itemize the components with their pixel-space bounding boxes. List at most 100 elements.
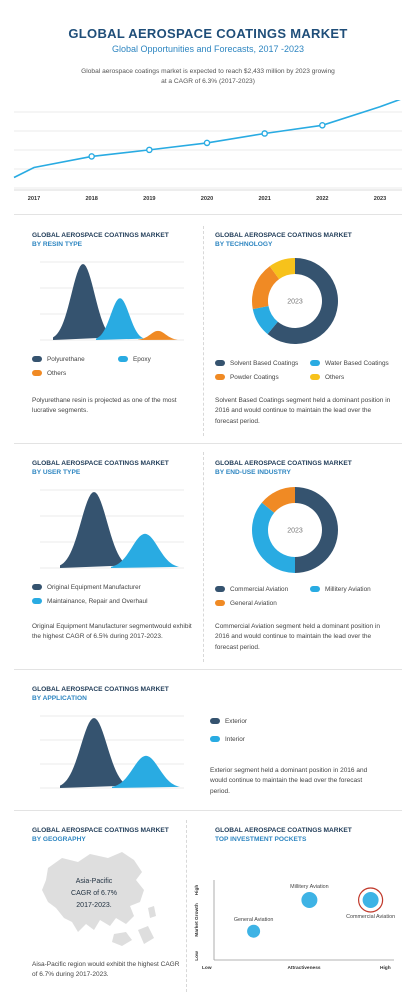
legend-swatch-interior [210, 736, 220, 743]
user-section-title: GLOBAL AEROSPACE COATINGS MARKET BY USER… [32, 460, 169, 478]
technology-donut-chart: 2023 [252, 258, 338, 344]
legend-item-commercial: Commercial Aviation [215, 586, 288, 593]
legend-label: Maintainance, Repair and Overhaul [47, 598, 148, 605]
legend-item-mro: Maintainance, Repair and Overhaul [32, 598, 148, 605]
legend-label: Exterior [225, 718, 248, 725]
x-tick-label: 2017 [28, 196, 40, 202]
legend-swatch-general [215, 600, 225, 607]
y-axis-title: Market Growth [194, 903, 200, 937]
legend-item-exterior: Exterior [210, 718, 247, 725]
legend-swatch-solvent-based [215, 360, 225, 367]
enduse-title: GLOBAL AEROSPACE COATINGS MARKET [215, 460, 352, 467]
x-tick-label: 2021 [258, 196, 270, 202]
legend-label: Epoxy [133, 356, 151, 363]
legend-label: Others [325, 374, 345, 381]
legend-item-powder: Powder Coatings [215, 374, 279, 381]
pockets-subtitle: TOP INVESTMENT POCKETS [215, 835, 307, 843]
enduse-donut-chart: 2023 [252, 487, 338, 573]
y-high-label: High [194, 885, 200, 896]
area-series-1 [60, 492, 128, 568]
application-area-chart [40, 715, 184, 789]
bubble-point [301, 892, 318, 908]
legend-swatch-epoxy [118, 356, 128, 363]
legend-label: Solvent Based Coatings [230, 360, 299, 367]
highlight-ring [358, 887, 384, 913]
map-cagr-label: CAGR of 6.7% [71, 890, 117, 897]
geography-note: Aisa-Pacific region would exhibit the hi… [32, 961, 180, 979]
technology-note: Solvent Based Coatings segment held a do… [215, 397, 391, 425]
geography-section-title: GLOBAL AEROSPACE COATINGS MARKET BY GEOG… [32, 827, 169, 845]
legend-item-polyurethane: Polyurethane [32, 356, 85, 363]
data-point [261, 130, 268, 137]
investment-pockets-scatter: High Low Market Growth Low Attractiveness Hig… [194, 880, 395, 971]
bubble-label: General Aviation [234, 917, 273, 923]
data-point [319, 121, 326, 129]
x-tick-label: 2023 [374, 196, 386, 202]
x-tick-label: 2018 [85, 196, 97, 202]
resin-subtitle: BY RESIN TYPE [32, 240, 83, 248]
divider [203, 226, 204, 436]
legend-swatch-exterior [210, 718, 220, 725]
legend-swatch-commercial [215, 586, 225, 593]
technology-title: GLOBAL AEROSPACE COATINGS MARKET [215, 232, 352, 239]
legend-label: Water Based Coatings [325, 360, 389, 367]
market-growth-line-chart: 2017 2018 2019 2020 2021 2022 2023 [13, 100, 402, 202]
divider [14, 443, 402, 444]
legend-item-others: Others [310, 374, 344, 381]
data-point [88, 153, 95, 160]
user-title: GLOBAL AEROSPACE COATINGS MARKET [32, 460, 169, 467]
legend-item-military: Millitery Aviation [310, 586, 371, 593]
map-landmass [42, 852, 144, 932]
divider [14, 669, 402, 670]
donut-slice-1 [267, 258, 338, 344]
legend-label: General Aviation [230, 600, 277, 607]
technology-subtitle: BY TECHNOLOGY [215, 240, 273, 248]
legend-item-water-based: Water Based Coatings [310, 360, 389, 367]
area-series-1 [60, 718, 128, 788]
user-type-area-chart [40, 489, 184, 569]
legend-label: Original Equipment Manufacturer [47, 584, 141, 591]
donut-slice-1 [295, 487, 338, 573]
pockets-section-title: GLOBAL AEROSPACE COATINGS MARKET TOP INV… [215, 827, 352, 845]
resin-section-title: GLOBAL AEROSPACE COATINGS MARKET BY RESI… [32, 232, 169, 250]
data-point [203, 139, 211, 147]
bubble-point [362, 892, 379, 908]
data-point [146, 146, 153, 154]
pockets-title: GLOBAL AEROSPACE COATINGS MARKET [215, 827, 352, 834]
legend-label: Polyurethane [47, 356, 85, 363]
enduse-note: Commercial Aviation segment held a domin… [215, 623, 380, 651]
x-tick-label: 2019 [143, 196, 155, 202]
x-low-label: Low [202, 965, 212, 971]
donut-slice-3 [252, 266, 280, 310]
legend-label: Millitery Aviation [325, 586, 371, 593]
legend-swatch-others [310, 374, 320, 381]
enduse-legend: Commercial Aviation Millitery Aviation G… [215, 586, 405, 614]
x-axis-title: Attractiveness [287, 965, 320, 971]
technology-legend: Solvent Based Coatings Water Based Coati… [215, 360, 405, 388]
divider [14, 810, 402, 811]
legend-item-solvent-based: Solvent Based Coatings [215, 360, 298, 367]
divider [203, 452, 204, 662]
area-series-3 [138, 330, 178, 340]
main-subtitle: Global Opportunities and Forecasts, 2017… [111, 44, 305, 54]
geography-title: GLOBAL AEROSPACE COATINGS MARKET [32, 827, 169, 834]
map-period-label: 2017-2023. [76, 902, 111, 909]
enduse-subtitle: BY END-USE INDUSTRY [215, 468, 291, 476]
x-tick-label: 2020 [201, 196, 213, 202]
application-legend: Exterior Interior [210, 718, 330, 748]
application-title: GLOBAL AEROSPACE COATINGS MARKET [32, 686, 169, 693]
legend-label: Interior [225, 736, 245, 743]
legend-label: Commercial Aviation [230, 586, 289, 593]
technology-section-title: GLOBAL AEROSPACE COATINGS MARKET BY TECH… [215, 232, 352, 250]
user-note: Original Equipment Manufacturer segmentw… [32, 623, 192, 641]
legend-item-general: General Aviation [215, 600, 277, 607]
resin-type-area-chart [40, 261, 184, 341]
main-title: GLOBAL AEROSPACE COATINGS MARKET [68, 26, 348, 41]
map-island [138, 926, 154, 944]
legend-swatch-military [310, 586, 320, 593]
donut-slice-2 [252, 306, 278, 335]
legend-label: Powder Coatings [230, 374, 279, 381]
legend-item-interior: Interior [210, 736, 245, 743]
user-legend: Original Equipment Manufacturer Maintain… [32, 584, 202, 612]
area-series-2 [96, 298, 144, 340]
